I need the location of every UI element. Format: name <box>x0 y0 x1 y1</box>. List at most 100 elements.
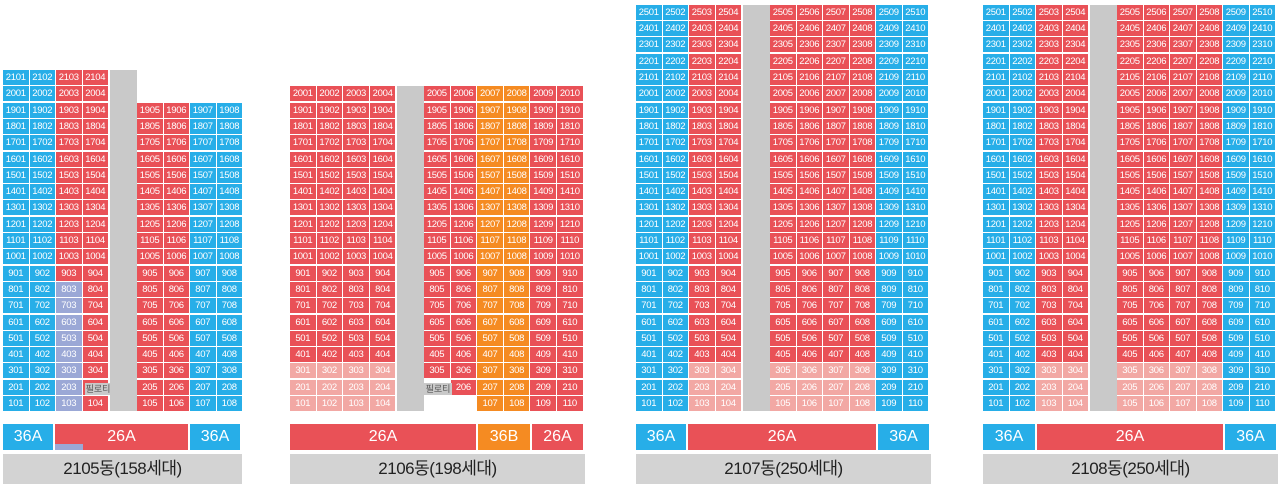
unit-cell: 1801 <box>983 118 1010 135</box>
unit-cell: 1405 <box>424 184 451 201</box>
unit-cell: 1006 <box>163 249 190 266</box>
unit-cell: 702 <box>662 298 689 315</box>
unit-cell: 507 <box>477 330 504 347</box>
unit-cell: 508 <box>1196 330 1223 347</box>
unit-cell: 1008 <box>216 249 243 266</box>
unit-cell: 104 <box>369 396 397 412</box>
unit-cell: 1801 <box>3 118 30 135</box>
unit-cell: 307 <box>1170 363 1197 380</box>
unit-cell: 2009 <box>876 86 903 103</box>
unit-cell: 505 <box>424 330 451 347</box>
unit-cell: 905 <box>424 265 451 282</box>
unit-cell: 1405 <box>137 184 164 201</box>
unit-cell: 403 <box>343 347 370 364</box>
unit-cell: 1605 <box>424 151 451 168</box>
unit-cell: 301 <box>983 363 1010 380</box>
unit-cell: 1001 <box>290 249 317 266</box>
unit-cell: 902 <box>29 265 56 282</box>
unit-cell: 1109 <box>876 233 903 249</box>
unit-cell: 108 <box>849 396 876 412</box>
unit-cell: 609 <box>1223 314 1250 331</box>
unit-cell: 1602 <box>316 151 344 168</box>
unit-cell: 1906 <box>450 102 478 119</box>
unit-cell: 403 <box>1036 347 1063 364</box>
unit-cell: 308 <box>503 363 531 380</box>
unit-cell: 809 <box>530 281 557 298</box>
unit-cell: 1205 <box>424 216 451 233</box>
unit-cell: 507 <box>1170 330 1197 347</box>
unit-cell: 407 <box>823 347 850 364</box>
unit-cell: 2508 <box>849 4 876 21</box>
unit-cell: 306 <box>796 363 823 380</box>
unit-cell: 2310 <box>1249 37 1276 54</box>
unit-cell: 1301 <box>983 200 1010 217</box>
unit-cell: 404 <box>82 347 109 364</box>
unit-cell: 1506 <box>450 167 478 184</box>
unit-cell: 1509 <box>530 167 557 184</box>
unit-cell: 2407 <box>823 21 850 38</box>
unit-cell: 1906 <box>1143 102 1170 119</box>
unit-cell: 304 <box>715 363 742 380</box>
unit-cell: 2207 <box>823 53 850 70</box>
unit-cell: 1804 <box>369 118 397 135</box>
unit-cell: 1008 <box>1196 249 1223 266</box>
unit-cell: 905 <box>137 265 164 282</box>
unit-cell: 601 <box>636 314 663 331</box>
unit-cell: 407 <box>190 347 217 364</box>
unit-cell: 2304 <box>1062 37 1089 54</box>
unit-cell: 308 <box>1196 363 1223 380</box>
unit-cell: 1107 <box>1170 233 1197 249</box>
unit-cell: 1003 <box>56 249 83 266</box>
unit-cell: 2005 <box>1117 86 1144 103</box>
unit-cell: 2404 <box>715 21 742 38</box>
unit-cell: 1007 <box>823 249 850 266</box>
unit-cell: 2101 <box>636 70 663 86</box>
unit-cell: 2006 <box>1143 86 1170 103</box>
unit-cell: 1308 <box>216 200 243 217</box>
unit-cell: 2202 <box>1009 53 1036 70</box>
unit-cell: 904 <box>715 265 742 282</box>
unit-cell: 1207 <box>477 216 504 233</box>
unit-cell: 404 <box>1062 347 1089 364</box>
unit-cell: 104 <box>82 396 109 412</box>
unit-cell: 1905 <box>770 102 797 119</box>
unit-cell: 2005 <box>424 86 451 103</box>
unit-cell: 1101 <box>636 233 663 249</box>
unit-cell: 103 <box>343 396 370 412</box>
unit-cell: 1207 <box>190 216 217 233</box>
unit-cell: 109 <box>1223 396 1250 412</box>
unit-cell: 1203 <box>56 216 83 233</box>
unit-type-bar-26a: 26A <box>532 424 585 450</box>
unit-cell: 703 <box>689 298 716 315</box>
unit-cell: 906 <box>163 265 190 282</box>
unit-cell: 2505 <box>1117 4 1144 21</box>
unit-type-bar-36b: 36B <box>478 424 532 450</box>
unit-cell: 1406 <box>163 184 190 201</box>
unit-cell: 508 <box>849 330 876 347</box>
unit-cell: 605 <box>1117 314 1144 331</box>
unit-cell: 1102 <box>316 233 344 249</box>
unit-cell: 2305 <box>1117 37 1144 54</box>
unit-cell: 1710 <box>557 135 584 152</box>
unit-cell: 205 <box>770 379 797 396</box>
unit-cell: 204 <box>369 379 397 396</box>
unit-cell: 1002 <box>1009 249 1036 266</box>
unit-cell: 706 <box>796 298 823 315</box>
unit-cell: 1102 <box>662 233 689 249</box>
unit-cell: 1203 <box>343 216 370 233</box>
unit-cell: 1904 <box>1062 102 1089 119</box>
unit-cell: 2508 <box>1196 4 1223 21</box>
unit-cell: 908 <box>216 265 243 282</box>
unit-cell: 405 <box>137 347 164 364</box>
unit-cell: 510 <box>557 330 584 347</box>
unit-cell: 1202 <box>662 216 689 233</box>
unit-cell: 509 <box>1223 330 1250 347</box>
unit-cell: 503 <box>343 330 370 347</box>
unit-cell: 1702 <box>316 135 344 152</box>
unit-cell: 2303 <box>1036 37 1063 54</box>
unit-cell: 304 <box>82 363 109 380</box>
unit-cell: 2001 <box>636 86 663 103</box>
unit-cell: 2004 <box>715 86 742 103</box>
unit-cell: 1910 <box>557 102 584 119</box>
unit-cell: 310 <box>1249 363 1276 380</box>
